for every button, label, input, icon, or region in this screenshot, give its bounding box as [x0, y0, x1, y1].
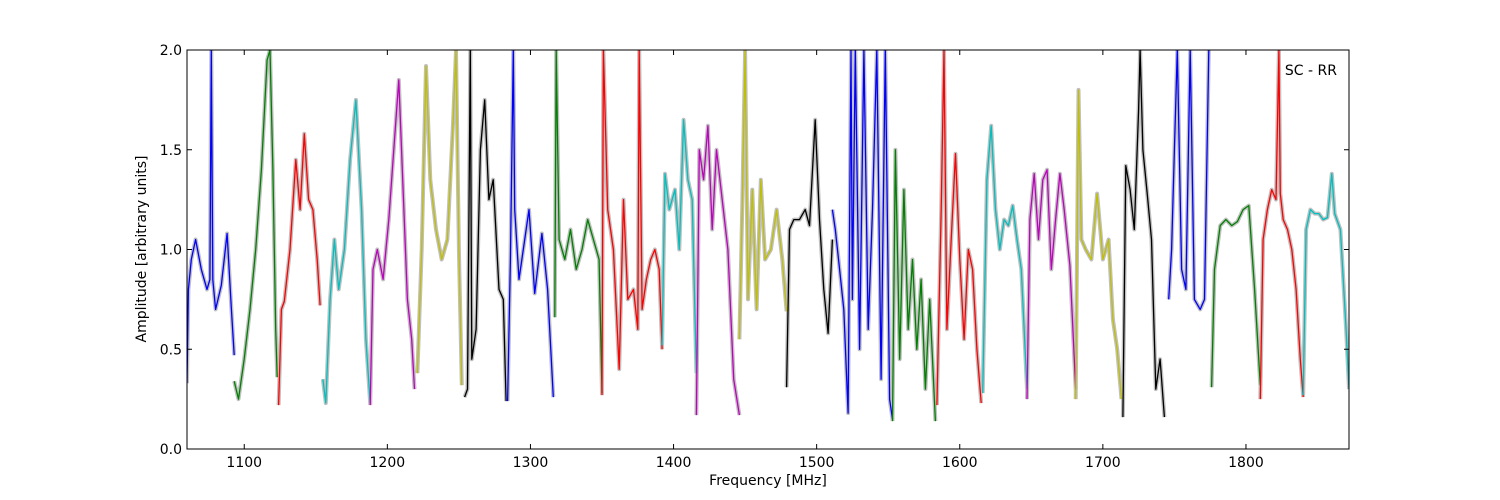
series-line-16 — [936, 50, 982, 406]
series-line-23 — [1259, 50, 1304, 400]
series-line-20 — [1122, 50, 1166, 418]
series-line-2 — [277, 133, 321, 406]
x-tick-label: 1600 — [942, 455, 978, 471]
x-tick-label: 1100 — [226, 455, 262, 471]
series-layer — [187, 50, 1349, 422]
series-line-15 — [891, 149, 937, 422]
y-tick-label: 1.5 — [160, 143, 182, 159]
series-line-8 — [554, 50, 603, 394]
series-line-18 — [1026, 169, 1077, 400]
y-axis-label: Amplitude [arbitrary units] — [134, 156, 150, 343]
series-line-22 — [1210, 204, 1261, 388]
x-tick-label: 1200 — [370, 455, 406, 471]
series-line-17 — [982, 125, 1028, 394]
x-tick-label: 1500 — [799, 455, 835, 471]
y-tick-label: 2.0 — [160, 43, 182, 59]
series-line-1 — [233, 50, 278, 400]
x-axis-label: Frequency [MHz] — [709, 473, 827, 489]
tick-layer: 1100 1200 1300 1400 1500 1600 1700 1800 0.0 0.5 1.… — [160, 43, 1349, 471]
y-tick-label: 0.5 — [160, 342, 182, 358]
series-line-4 — [369, 79, 416, 406]
series-line-9 — [601, 50, 663, 396]
y-tick-label: 0.0 — [160, 442, 182, 458]
series-line-6 — [463, 50, 507, 402]
series-line-5 — [416, 50, 463, 386]
series-line-3 — [322, 99, 371, 404]
series-line-0 — [187, 50, 235, 384]
x-tick-label: 1400 — [656, 455, 692, 471]
series-line-21 — [1168, 50, 1210, 311]
series-line-12 — [738, 50, 788, 340]
series-line-19 — [1075, 89, 1123, 400]
y-tick-label: 1.0 — [160, 243, 182, 259]
series-line-7 — [506, 50, 554, 402]
x-tick-label: 1700 — [1085, 455, 1121, 471]
x-tick-label: 1800 — [1228, 455, 1264, 471]
series-line-11 — [695, 125, 741, 416]
series-line-14 — [831, 50, 894, 420]
series-line-24 — [1302, 173, 1349, 396]
annotation-label: SC - RR — [1285, 63, 1337, 79]
x-tick-label: 1300 — [513, 455, 549, 471]
series-line-10 — [661, 119, 698, 374]
series-line-13 — [785, 119, 834, 388]
